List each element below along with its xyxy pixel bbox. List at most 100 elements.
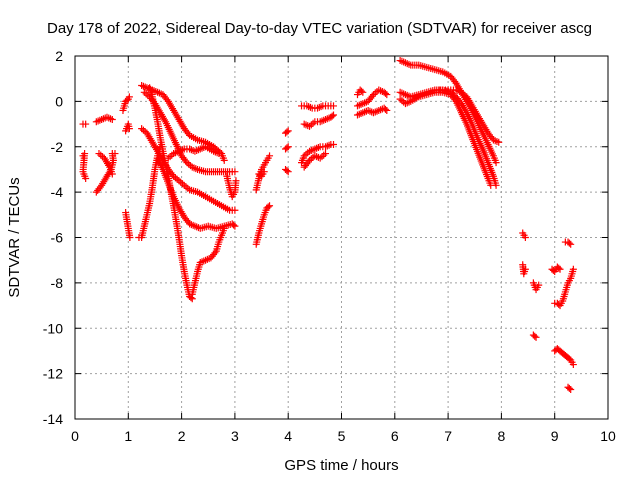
x-tick-label: 4: [284, 428, 292, 444]
data-point: [220, 224, 228, 232]
x-tick-label: 1: [124, 428, 132, 444]
y-tick-label: -12: [43, 366, 63, 382]
data-point: [330, 102, 338, 110]
y-tick-label: -2: [51, 139, 64, 155]
data-point: [108, 170, 116, 178]
data-point: [359, 88, 367, 96]
data-point: [187, 294, 195, 302]
y-tick-label: -10: [43, 320, 63, 336]
data-point: [567, 386, 575, 394]
y-tick-label: 0: [55, 93, 63, 109]
y-axis-label: SDTVAR / TECUs: [6, 177, 23, 297]
data-point: [317, 103, 325, 111]
data-point: [451, 96, 459, 104]
data-point: [565, 384, 573, 392]
plot-frame: [74, 55, 609, 420]
data-point: [306, 103, 314, 111]
data-point: [284, 127, 292, 135]
data-point: [125, 125, 133, 133]
data-point: [492, 159, 500, 167]
x-tick-label: 5: [338, 428, 346, 444]
data-point: [567, 240, 575, 248]
data-point: [96, 183, 104, 191]
data-point: [187, 146, 195, 154]
data-point: [284, 168, 292, 176]
y-tick-labels: -14 -12 -10 -8 -6 -4 -2 0 2: [43, 48, 63, 427]
data-point: [556, 265, 564, 273]
data-point: [125, 93, 133, 101]
data-point: [325, 141, 333, 149]
x-tick-label: 3: [231, 428, 239, 444]
data-point: [220, 156, 228, 164]
x-axis-label: GPS time / hours: [284, 457, 398, 474]
data-point: [260, 168, 268, 176]
data-point: [565, 239, 573, 247]
data-point: [266, 202, 274, 210]
data-point: [111, 150, 119, 158]
y-tick-label: 2: [55, 48, 63, 64]
data-point: [231, 222, 239, 230]
data-point: [381, 89, 389, 97]
data-point: [330, 140, 338, 148]
data-point: [383, 91, 391, 99]
data-point: [532, 333, 540, 341]
data-point: [283, 128, 291, 136]
data-point: [211, 249, 219, 257]
data-point: [323, 142, 331, 150]
data-point: [487, 181, 495, 189]
x-tick-label: 6: [391, 428, 399, 444]
data-point: [231, 168, 239, 176]
data-point: [535, 281, 543, 289]
data-point: [531, 332, 539, 340]
data-point: [493, 137, 501, 145]
data-point: [232, 177, 240, 185]
y-tick-label: -14: [43, 411, 63, 427]
data-point: [231, 206, 239, 214]
x-tick-label: 7: [444, 428, 452, 444]
data-point: [555, 264, 563, 272]
x-tick-label: 0: [71, 428, 79, 444]
data-point: [495, 138, 503, 146]
data-point: [264, 203, 272, 211]
x-tick-labels: 0 1 2 3 4 5 6 7 8 9 10: [71, 428, 616, 444]
data-point: [182, 157, 190, 165]
data-point: [82, 175, 90, 183]
data-points: [79, 57, 577, 394]
data-point: [283, 167, 291, 175]
data-point: [366, 107, 374, 115]
x-tick-label: 10: [600, 428, 616, 444]
data-point: [107, 115, 115, 123]
data-point: [381, 105, 389, 113]
y-tick-label: -8: [51, 275, 64, 291]
y-tick-label: -4: [51, 184, 64, 200]
data-point: [305, 103, 313, 111]
data-point: [126, 234, 134, 241]
data-point: [330, 111, 338, 119]
data-point: [284, 143, 292, 151]
data-point: [105, 114, 113, 122]
data-point: [322, 150, 330, 158]
data-point: [108, 116, 116, 124]
data-point: [283, 144, 291, 152]
x-tick-label: 9: [551, 428, 559, 444]
data-point: [521, 265, 529, 273]
data-point: [521, 234, 529, 241]
x-tick-label: 8: [498, 428, 506, 444]
data-point: [266, 152, 274, 160]
data-point: [328, 112, 336, 120]
data-point: [304, 158, 312, 166]
data-point: [357, 87, 365, 95]
x-tick-label: 2: [178, 428, 186, 444]
data-point: [82, 120, 90, 128]
data-point: [368, 92, 376, 100]
data-point: [451, 78, 459, 86]
data-point: [383, 106, 391, 114]
y-tick-label: -6: [51, 230, 64, 246]
data-point: [315, 103, 323, 111]
data-point: [163, 96, 171, 104]
data-point: [569, 361, 577, 369]
data-point: [569, 265, 577, 273]
data-point: [230, 221, 238, 229]
chart-title: Day 178 of 2022, Sidereal Day-to-day VTE…: [47, 20, 592, 37]
